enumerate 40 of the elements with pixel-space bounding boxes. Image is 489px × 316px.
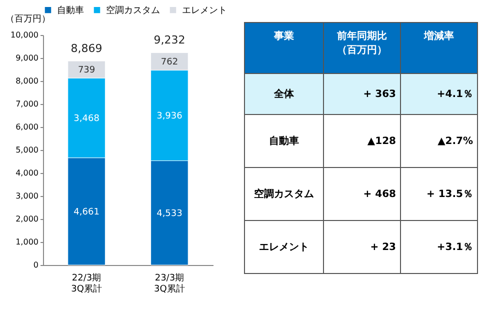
y-axis-title: （百万円） <box>6 14 50 24</box>
y-tick-label: 9,000 <box>16 54 38 62</box>
data-label: 762 <box>160 57 178 68</box>
y-tick-label: 6,000 <box>16 122 38 132</box>
y-tick-label: 5,000 <box>16 146 38 154</box>
text: ▲128 <box>367 136 396 146</box>
text: ▲2.7% <box>438 136 473 146</box>
x-tick-label: 23/3期 3Q累計 <box>154 272 185 294</box>
total-label: 8,869 <box>70 42 102 56</box>
y-tick-label: 8,000 <box>16 76 38 86</box>
text: + 468 <box>363 188 396 200</box>
legend-label: 空調カスタム <box>106 5 160 16</box>
y-tick-label: 7,000 <box>16 100 38 108</box>
data-label: 4,533 <box>156 208 182 219</box>
total-label: 9,232 <box>154 34 186 47</box>
text: 自動車 <box>269 136 299 147</box>
text: +4.1％ <box>436 89 473 100</box>
text: 前年同期比（百万円） <box>336 30 388 57</box>
text: 事業 <box>274 31 294 42</box>
text: +3.1％ <box>436 242 473 253</box>
x-tick-label: 22/3期 3Q累計 <box>71 272 102 294</box>
legend-label: 自動車 <box>57 5 84 16</box>
y-tick-label: 3,000 <box>16 192 38 200</box>
y-tick-label: 2,000 <box>16 214 38 224</box>
y-tick-label: 1,000 <box>16 238 38 246</box>
text: + 23 <box>370 242 396 252</box>
y-tick-label: 10,000 <box>10 30 38 40</box>
data-label: 4,661 <box>74 207 100 218</box>
data-label: 739 <box>78 66 96 76</box>
data-label: 3,468 <box>74 114 100 124</box>
text: 増減率 <box>424 31 454 42</box>
data-label: 3,936 <box>156 111 183 122</box>
y-tick-label: 4,000 <box>16 168 38 178</box>
legend-label: エレメント <box>182 6 227 16</box>
y-tick-label: 0 <box>33 260 38 270</box>
text: 全体 <box>274 89 294 100</box>
text: + 363 <box>363 88 396 100</box>
text: 空調カスタム <box>254 189 314 200</box>
text: + 13.5％ <box>426 189 473 200</box>
text: エレメント <box>259 242 309 253</box>
